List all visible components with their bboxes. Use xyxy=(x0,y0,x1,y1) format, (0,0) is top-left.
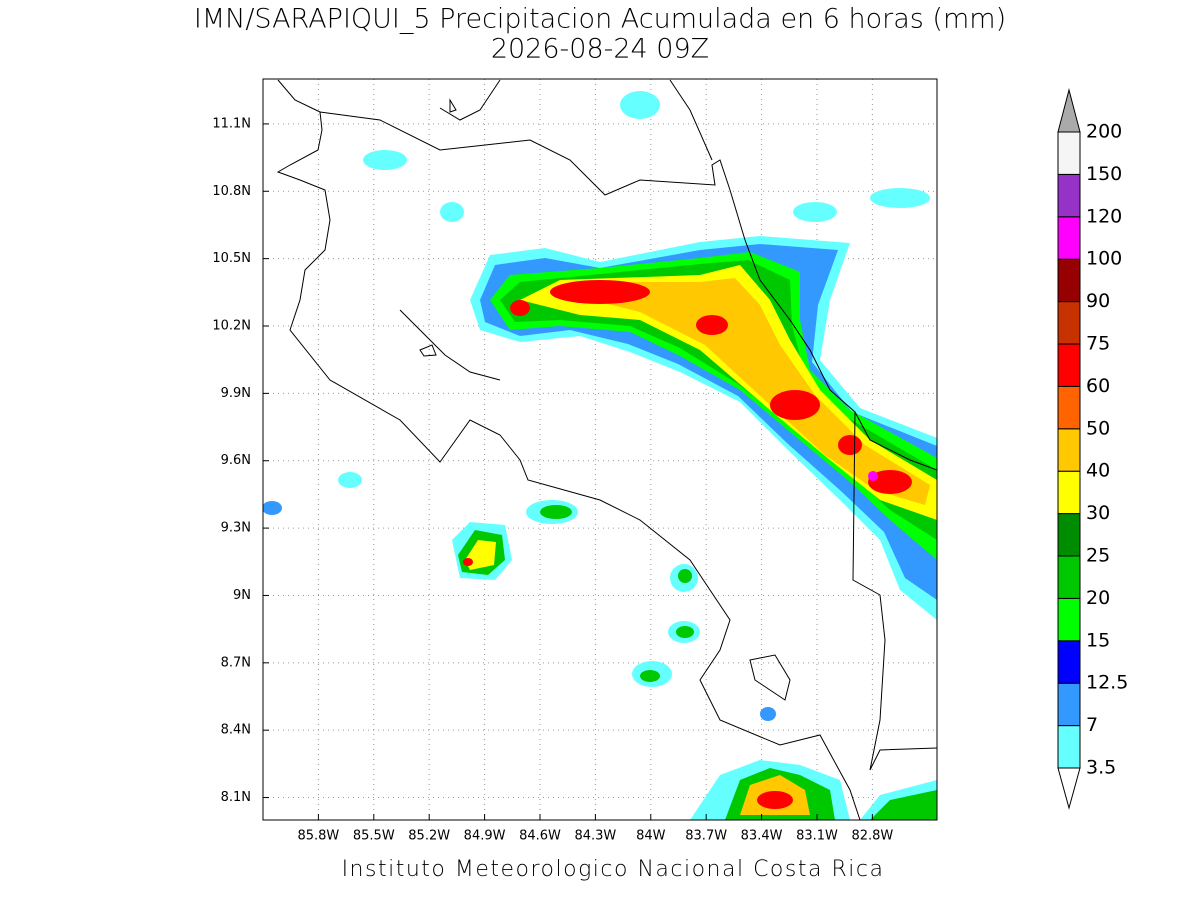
x-tick-label: 84.9W xyxy=(464,829,506,844)
x-tick-label: 84.6W xyxy=(519,829,561,844)
colorbar-label: 75 xyxy=(1086,333,1110,355)
precip-area xyxy=(770,390,820,420)
colorbar-over xyxy=(1057,88,1081,133)
colorbar-cell xyxy=(1057,555,1081,599)
colorbar-label: 3.5 xyxy=(1086,757,1116,779)
colorbar-cell xyxy=(1057,470,1081,515)
precip-area xyxy=(480,244,937,600)
colorbar-label: 30 xyxy=(1086,502,1110,524)
precip-area xyxy=(696,315,728,335)
precip-area xyxy=(760,707,776,721)
precip-area xyxy=(676,626,694,638)
x-tick-label: 85.8W xyxy=(297,829,339,844)
y-tick-label: 10.5N xyxy=(212,251,251,266)
title: IMN/SARAPIQUI_5 Precipitacion Acumulada … xyxy=(194,4,1006,35)
precip-area xyxy=(540,505,572,519)
coast-line xyxy=(669,79,937,471)
colorbar-cell xyxy=(1057,173,1081,218)
x-tick-label: 83.1W xyxy=(796,829,838,844)
precip-area xyxy=(560,278,930,505)
precip-area xyxy=(640,670,660,682)
precip-area xyxy=(510,300,530,316)
colorbar-cell xyxy=(1057,258,1081,303)
precip-area xyxy=(793,202,837,222)
colorbar-label: 90 xyxy=(1086,290,1110,312)
precip-area xyxy=(620,91,660,119)
colorbar-label: 120 xyxy=(1086,205,1122,227)
colorbar-label: 12.5 xyxy=(1086,672,1128,694)
precip-area xyxy=(678,569,692,583)
colorbar-label: 20 xyxy=(1086,587,1110,609)
colorbar-cell xyxy=(1057,131,1081,175)
x-tick-label: 83.4W xyxy=(741,829,783,844)
coastline xyxy=(276,79,937,820)
y-tick-label: 8.4N xyxy=(221,723,251,738)
coast-line xyxy=(319,111,731,196)
precip-area xyxy=(870,188,930,208)
colorbar-label: 40 xyxy=(1086,460,1110,482)
colorbar-cell xyxy=(1057,725,1081,769)
coast-line xyxy=(276,79,861,820)
coast-line xyxy=(749,654,791,701)
x-tick-label: 84W xyxy=(636,829,666,844)
colorbar-cell xyxy=(1057,640,1081,684)
colorbar-cell xyxy=(1057,597,1081,642)
colorbar-label: 25 xyxy=(1086,545,1110,567)
x-tick-label: 85.2W xyxy=(408,829,450,844)
x-tick-label: 84.3W xyxy=(574,829,616,844)
y-tick-label: 9.9N xyxy=(221,386,251,401)
colorbar-cell xyxy=(1057,428,1081,472)
colorbar-under xyxy=(1057,767,1081,810)
colorbar-label: 200 xyxy=(1086,121,1122,143)
coast-line xyxy=(399,309,501,381)
colorbar-cell xyxy=(1057,385,1081,430)
colorbar-label: 7 xyxy=(1086,714,1098,736)
colorbar-label: 150 xyxy=(1086,163,1122,185)
x-tick-label: 85.5W xyxy=(353,829,395,844)
colorbar-label: 100 xyxy=(1086,248,1122,270)
colorbar-cell xyxy=(1057,301,1081,345)
footer: Instituto Meteorologico Nacional Costa R… xyxy=(342,857,885,882)
colorbar-label: 15 xyxy=(1086,629,1110,651)
y-tick-label: 9.3N xyxy=(221,521,251,536)
y-tick-label: 9N xyxy=(233,588,251,603)
coast-line xyxy=(852,411,937,771)
x-tick-label: 83.7W xyxy=(685,829,727,844)
colorbar-cell xyxy=(1057,216,1081,260)
coast-line xyxy=(449,98,457,113)
colorbar: 3.5 7 12.5 15 20 25 30 40 50 60 75 90 100 120 150 200 xyxy=(1057,88,1128,810)
precip-area xyxy=(263,501,282,515)
colorbar-label: 50 xyxy=(1086,417,1110,439)
precip-area xyxy=(868,471,878,481)
y-tick-label: 10.2N xyxy=(212,319,251,334)
y-tick-label: 8.7N xyxy=(221,655,251,670)
precip-area xyxy=(363,150,407,170)
precip-area xyxy=(338,472,362,488)
precip-area xyxy=(838,435,862,455)
precip-area xyxy=(550,280,650,304)
colorbar-cell xyxy=(1057,682,1081,727)
coast-line xyxy=(439,79,501,121)
precip-area xyxy=(440,202,464,222)
y-tick-label: 9.6N xyxy=(221,453,251,468)
precip-area xyxy=(490,252,937,560)
precipitation xyxy=(263,91,937,820)
y-tick-label: 11.1N xyxy=(212,116,251,131)
precip-area xyxy=(757,791,793,809)
colorbar-cell xyxy=(1057,513,1081,557)
subtitle: 2026-08-24 09Z xyxy=(491,34,709,65)
precip-area xyxy=(463,558,473,566)
precip-area xyxy=(868,470,912,494)
colorbar-cell xyxy=(1057,343,1081,387)
y-tick-label: 10.8N xyxy=(212,184,251,199)
y-tick-label: 8.1N xyxy=(221,790,251,805)
x-tick-label: 82.8W xyxy=(851,829,893,844)
map-frame xyxy=(262,78,938,821)
colorbar-label: 60 xyxy=(1086,375,1110,397)
